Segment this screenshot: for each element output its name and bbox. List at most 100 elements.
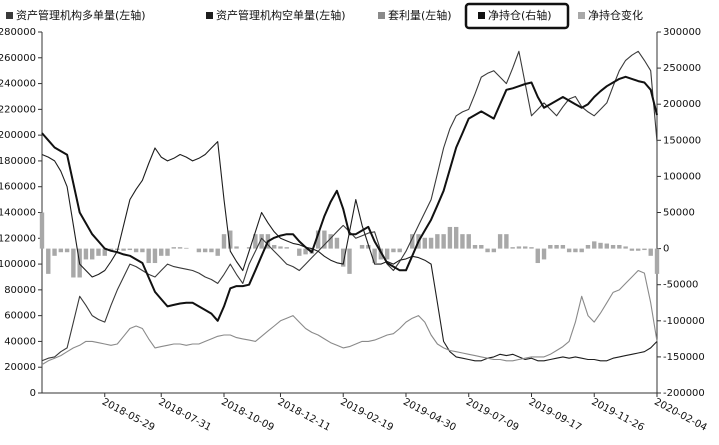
- bar: [560, 244, 566, 249]
- bar: [221, 234, 227, 249]
- bar: [491, 248, 497, 253]
- bar: [127, 248, 133, 251]
- bar: [271, 244, 277, 249]
- bar: [209, 248, 214, 253]
- bar: [566, 248, 572, 253]
- bar: [90, 248, 95, 260]
- bar: [573, 248, 578, 253]
- y-tick-label: 140000: [0, 208, 36, 219]
- bar: [234, 246, 239, 249]
- bar: [510, 247, 515, 249]
- legend-label: 净持仓变化: [588, 8, 643, 22]
- bar: [497, 234, 503, 249]
- bar: [334, 237, 340, 249]
- bar: [397, 248, 402, 253]
- y2-tick-label: -50000: [663, 280, 698, 291]
- bar: [435, 234, 440, 249]
- legend-swatch: [206, 12, 213, 19]
- line: [41, 75, 658, 322]
- bar: [604, 243, 609, 249]
- bar: [322, 230, 327, 249]
- bar: [71, 248, 76, 278]
- y-tick-label: 40000: [4, 336, 36, 347]
- x-tick-label: 2019-11-26: [589, 397, 645, 434]
- x-tick-label: 2019-09-17: [527, 397, 583, 434]
- bar: [159, 248, 164, 256]
- bar: [598, 242, 603, 249]
- bar: [202, 248, 208, 253]
- y2-tick-label: -100000: [663, 316, 705, 327]
- bar: [108, 248, 114, 251]
- bar: [453, 226, 459, 249]
- bar: [523, 246, 528, 249]
- bar: [485, 248, 490, 253]
- bar: [152, 248, 158, 264]
- y2-tick-label: 150000: [663, 135, 701, 146]
- bar: [422, 237, 428, 249]
- y-tick-label: 160000: [0, 182, 36, 193]
- bar: [623, 246, 628, 249]
- bar: [246, 247, 252, 249]
- bar: [146, 248, 151, 264]
- bar: [654, 248, 660, 274]
- x-tick-label: 2018-07-31: [156, 397, 212, 434]
- bar: [617, 244, 622, 249]
- bar: [460, 234, 465, 249]
- y2-tick-label: 100000: [663, 171, 701, 182]
- bar: [171, 247, 176, 249]
- y2-tick-label: -150000: [663, 352, 705, 363]
- bar: [504, 234, 509, 249]
- bar: [516, 246, 522, 249]
- y-tick-label: 100000: [0, 259, 36, 270]
- bar: [83, 248, 89, 260]
- bar: [548, 244, 553, 249]
- bar: [46, 248, 51, 274]
- bar: [479, 244, 484, 249]
- bar: [648, 248, 653, 256]
- bar: [140, 248, 145, 253]
- bar: [121, 248, 126, 251]
- bar: [284, 247, 289, 249]
- bar: [372, 248, 377, 264]
- bar: [359, 244, 365, 249]
- bar: [196, 248, 202, 253]
- legend-swatch: [478, 12, 485, 19]
- bar: [535, 248, 540, 264]
- x-tick-label: 2018-10-09: [219, 397, 275, 434]
- bar: [554, 244, 559, 249]
- bar: [96, 248, 101, 256]
- bar: [184, 247, 189, 249]
- y-tick-label: 20000: [4, 362, 36, 373]
- bar: [642, 248, 647, 251]
- y2-tick-label: 250000: [663, 63, 701, 74]
- bar: [472, 244, 478, 249]
- bar: [297, 248, 302, 256]
- bar: [541, 248, 547, 260]
- bar: [629, 248, 635, 251]
- bar: [165, 248, 170, 256]
- y-tick-label: 200000: [0, 130, 36, 141]
- bar: [466, 234, 471, 249]
- y2-tick-label: -200000: [663, 388, 705, 399]
- x-tick-label: 2018-12-11: [276, 397, 332, 434]
- legend-swatch: [6, 12, 13, 19]
- bar: [366, 244, 371, 249]
- bar: [428, 237, 434, 249]
- bar: [391, 248, 396, 253]
- bar: [610, 244, 616, 249]
- y2-tick-label: 0: [663, 244, 669, 255]
- line: [41, 269, 658, 366]
- y-tick-label: 60000: [4, 311, 36, 322]
- x-tick-label: 2020-02-04: [652, 397, 708, 434]
- bar: [585, 244, 591, 249]
- x-tick-label: 2018-05-29: [100, 397, 156, 434]
- bar: [328, 234, 333, 249]
- y-tick-label: 260000: [0, 53, 36, 64]
- bar: [215, 248, 220, 256]
- y-tick-label: 0: [30, 388, 36, 399]
- x-tick-label: 2019-04-30: [401, 397, 457, 434]
- legend-label: 资产管理机构多单量(左轴): [16, 8, 146, 22]
- bar: [253, 234, 258, 249]
- bar: [133, 248, 139, 253]
